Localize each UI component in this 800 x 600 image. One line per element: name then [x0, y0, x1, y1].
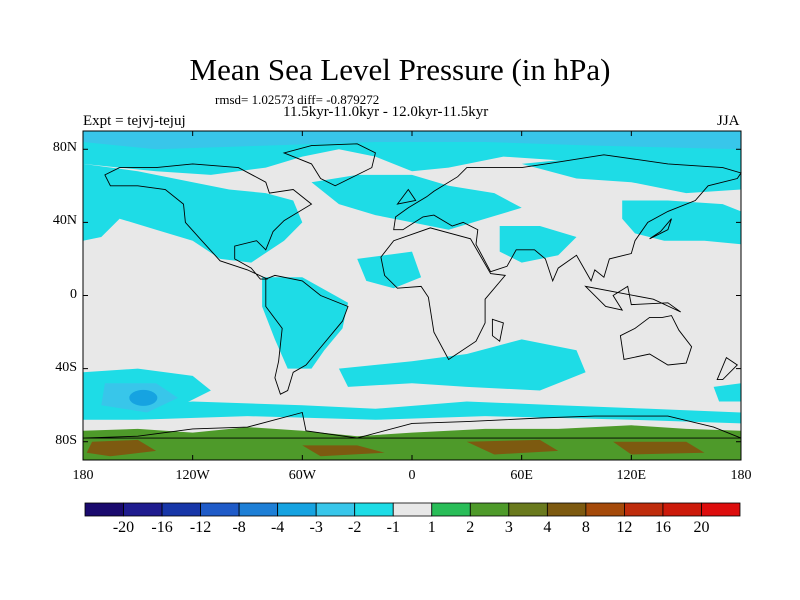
axis-ticks [82, 131, 742, 460]
negative-region [83, 163, 303, 263]
season-label: JJA [717, 113, 740, 129]
map-title: Mean Sea Level Pressure (in hPa) [189, 52, 611, 87]
colorbar-label: 3 [504, 519, 513, 536]
coast-africa [380, 227, 507, 361]
positive-core [86, 439, 157, 457]
colorbar-swatch [84, 502, 124, 517]
colorbar-swatch [315, 502, 356, 517]
lon-label: 120E [616, 468, 647, 483]
lat-label: 40S [55, 359, 77, 375]
colorbar-label: -4 [270, 519, 285, 536]
colorbar-label: 4 [543, 519, 552, 536]
periods-text: 11.5kyr-11.0kyr - 12.0kyr-11.5kyr [283, 104, 489, 120]
lon-label: 120W [175, 468, 210, 483]
colorbar-swatch [431, 502, 471, 517]
colorbar-label: 16 [654, 519, 671, 536]
coast-madagascar [491, 318, 504, 342]
positive-core [302, 445, 385, 457]
colorbar-label: 12 [616, 519, 633, 536]
positive-core [613, 441, 705, 455]
lon-label: 180 [72, 468, 94, 483]
lat-label: 80N [52, 140, 77, 156]
colorbar-swatch [585, 502, 625, 517]
pressure-anomaly-field [83, 131, 741, 460]
colorbar-swatch [508, 502, 548, 517]
colorbar-swatch [354, 502, 394, 517]
coast-new-zealand [716, 356, 739, 381]
colorbar-swatch [277, 502, 317, 517]
coast-north-america [104, 163, 313, 280]
negative-region [357, 251, 422, 289]
colorbar-swatch [392, 502, 433, 517]
negative-region [338, 339, 586, 391]
coast-greenland [282, 143, 376, 187]
colorbar-swatch [662, 502, 702, 517]
coastlines [82, 143, 742, 439]
positive-core [466, 439, 559, 455]
positive-region [83, 425, 741, 460]
colorbar-swatch [701, 502, 741, 517]
lon-label: 180 [730, 468, 752, 483]
colorbar-label: 2 [466, 519, 475, 536]
coast-south-america [265, 274, 349, 395]
colorbar-label: -3 [309, 519, 323, 536]
colorbar-label: 20 [693, 519, 710, 536]
negative-region [622, 200, 741, 245]
colorbar-label: -2 [348, 519, 362, 536]
colorbar-swatch [123, 502, 163, 517]
lon-label: 60E [510, 468, 533, 483]
colorbar-swatch [161, 502, 201, 517]
colorbar-swatch [469, 502, 510, 517]
experiment-label: Expt = tejvj-tejuj [83, 113, 186, 129]
colorbar-swatch [624, 502, 664, 517]
coast-japan [649, 218, 672, 240]
lat-label: 80S [55, 432, 77, 448]
coast-eurasia [393, 154, 742, 283]
lon-label: 0 [408, 468, 416, 483]
negative-region [713, 383, 741, 402]
coast-australia [619, 315, 693, 366]
lat-label: 40N [52, 213, 77, 229]
colorbar-label: -8 [232, 519, 246, 536]
colorbar-swatch [200, 502, 240, 517]
colorbar-swatch [546, 502, 587, 517]
negative-core [129, 389, 158, 406]
colorbar-label: 8 [581, 519, 590, 536]
colorbar-label: -16 [151, 519, 173, 536]
lat-label: 0 [70, 286, 77, 302]
colorbar-label: -12 [189, 519, 212, 536]
colorbar-label: -1 [386, 519, 400, 536]
negative-region [499, 226, 577, 263]
negative-region [83, 401, 741, 424]
coast-indonesia [584, 285, 681, 313]
negative-region [521, 156, 741, 194]
colorbar [84, 502, 741, 517]
coast-britain [396, 188, 417, 205]
negative-region [83, 131, 741, 150]
colorbar-label: -20 [112, 519, 135, 536]
lon-label: 60W [288, 468, 316, 483]
colorbar-label: 1 [427, 519, 436, 536]
stats-text: rmsd= 1.02573 diff= -0.879272 [215, 92, 380, 107]
negative-region [262, 277, 348, 369]
colorbar-swatch [238, 502, 279, 517]
coast-antarctica [82, 411, 742, 439]
